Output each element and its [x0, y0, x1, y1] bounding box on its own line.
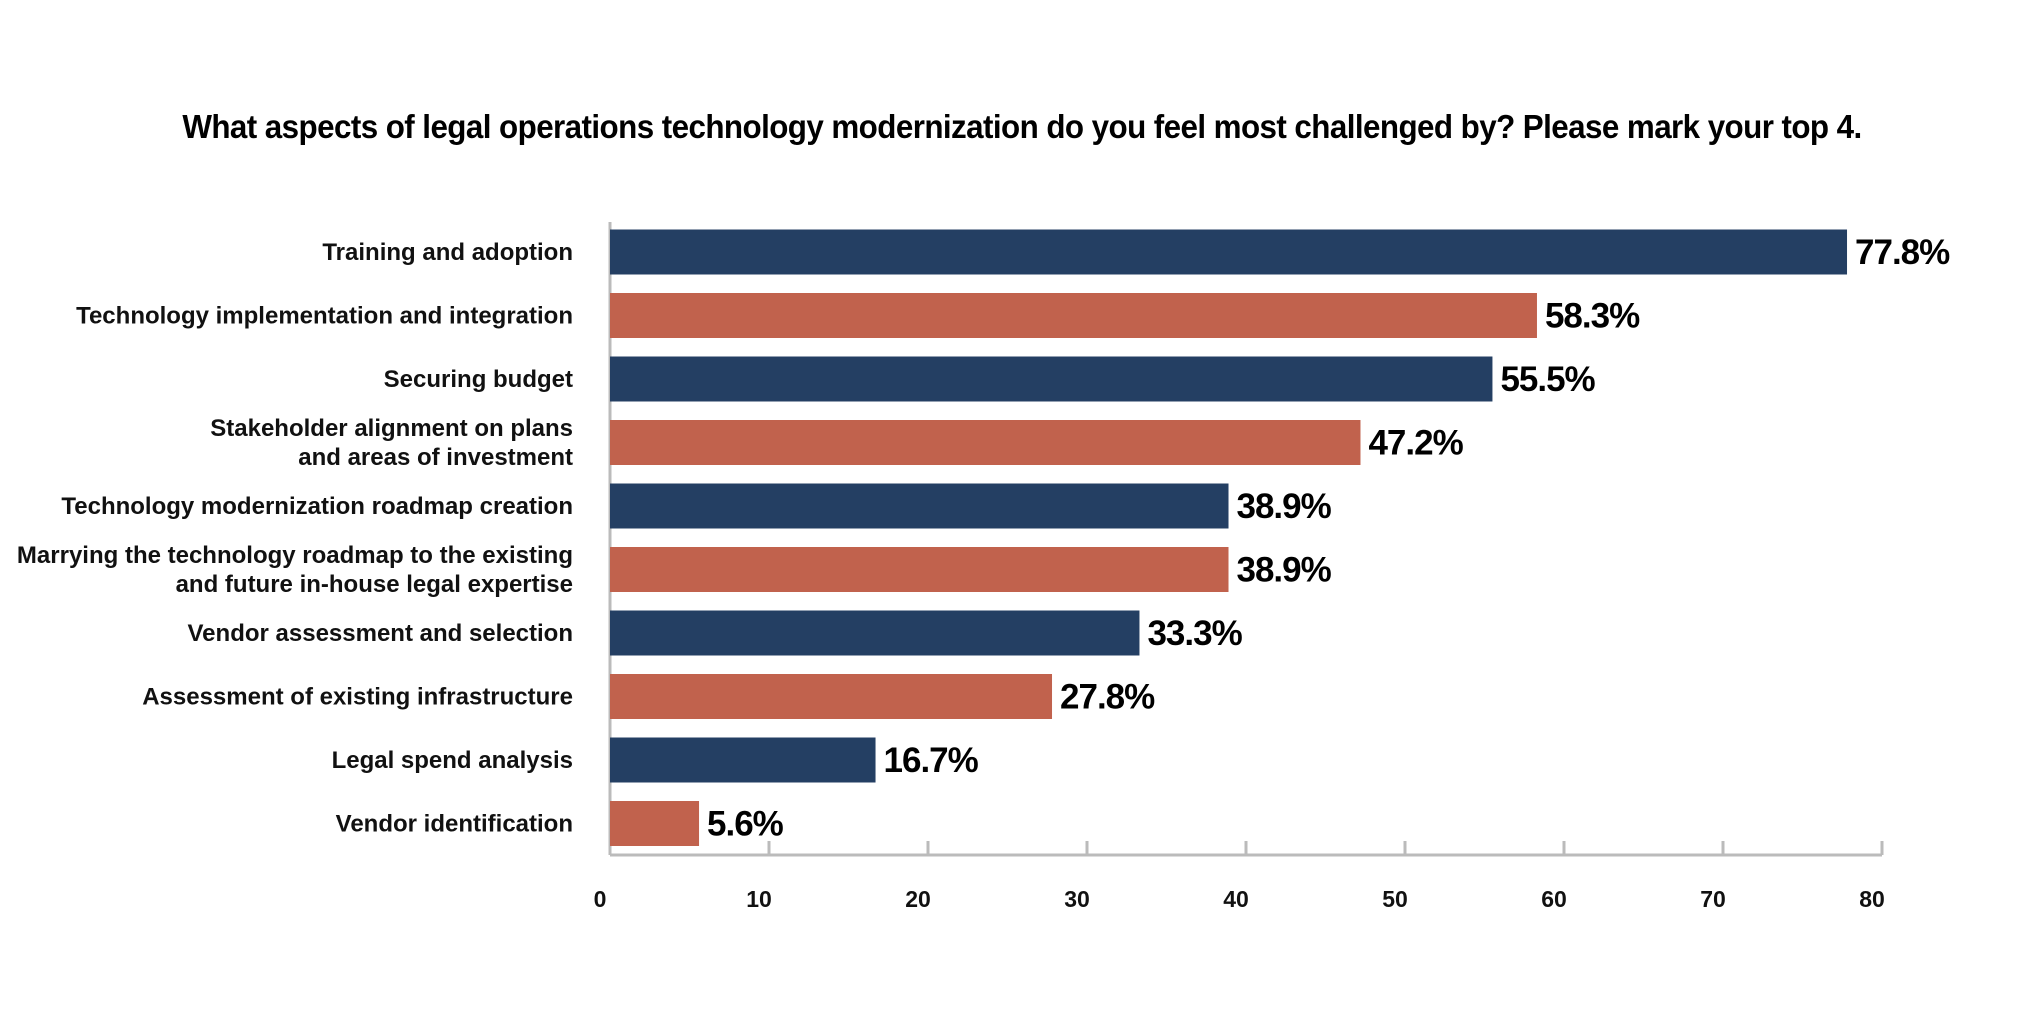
- category-label-line: Assessment of existing infrastructure: [142, 684, 573, 711]
- category-label-line: Technology implementation and integratio…: [76, 303, 573, 330]
- bar-value-label: 47.2%: [1368, 424, 1463, 463]
- category-label-line: Legal spend analysis: [332, 747, 573, 774]
- category-label: Vendor assessment and selection: [188, 620, 574, 647]
- bar-value-label: 77.8%: [1855, 233, 1950, 272]
- category-label-line: Securing budget: [384, 366, 573, 393]
- x-tick-label: 70: [1700, 886, 1726, 912]
- bar-value-label: 38.9%: [1237, 487, 1332, 526]
- category-label-line: and areas of investment: [298, 444, 573, 471]
- category-label: Legal spend analysis: [332, 747, 573, 774]
- x-tick-label: 60: [1541, 886, 1567, 912]
- x-tick-label: 50: [1382, 886, 1408, 912]
- x-tick-label: 40: [1223, 886, 1249, 912]
- category-label: Technology modernization roadmap creatio…: [61, 493, 573, 520]
- category-label: Stakeholder alignment on plans and areas …: [210, 415, 573, 471]
- category-label: Vendor identification: [336, 811, 573, 838]
- bar: [610, 420, 1361, 465]
- x-tick-label: 30: [1064, 886, 1090, 912]
- category-label: Training and adoption: [322, 239, 573, 266]
- x-tick-label: 10: [746, 886, 772, 912]
- bar: [610, 547, 1229, 592]
- category-label: Marrying the technology roadmap to the e…: [17, 542, 573, 598]
- category-label-line: Marrying the technology roadmap to the e…: [17, 542, 573, 569]
- x-tick-label: 80: [1859, 886, 1885, 912]
- category-label-line: Vendor identification: [336, 811, 573, 838]
- bar-value-label: 5.6%: [707, 805, 784, 844]
- bar-value-label: 16.7%: [884, 741, 979, 780]
- bar: [610, 356, 1493, 402]
- bar-value-label: 33.3%: [1147, 614, 1242, 653]
- category-label: Technology implementation and integratio…: [76, 303, 573, 330]
- bar: [610, 610, 1140, 656]
- bar: [610, 737, 876, 783]
- bar-value-label: 55.5%: [1500, 360, 1595, 399]
- bar: [610, 229, 1848, 275]
- category-label: Assessment of existing infrastructure: [142, 684, 573, 711]
- category-label-line: Training and adoption: [322, 239, 573, 266]
- category-label: Securing budget: [384, 366, 573, 393]
- bar: [610, 801, 700, 846]
- chart-title: What aspects of legal operations technol…: [182, 108, 1862, 145]
- bar: [610, 674, 1053, 719]
- category-label-line: Vendor assessment and selection: [188, 620, 574, 647]
- x-tick-label: 0: [594, 886, 607, 912]
- category-label-line: and future in-house legal expertise: [176, 571, 573, 598]
- x-tick-label: 20: [905, 886, 931, 912]
- bar-value-label: 27.8%: [1060, 678, 1155, 717]
- bar: [610, 483, 1229, 529]
- category-label-line: Technology modernization roadmap creatio…: [61, 493, 573, 520]
- category-label-line: Stakeholder alignment on plans: [210, 415, 573, 442]
- bar-value-label: 38.9%: [1237, 551, 1332, 590]
- bar-value-label: 58.3%: [1545, 297, 1640, 336]
- bar: [610, 293, 1537, 338]
